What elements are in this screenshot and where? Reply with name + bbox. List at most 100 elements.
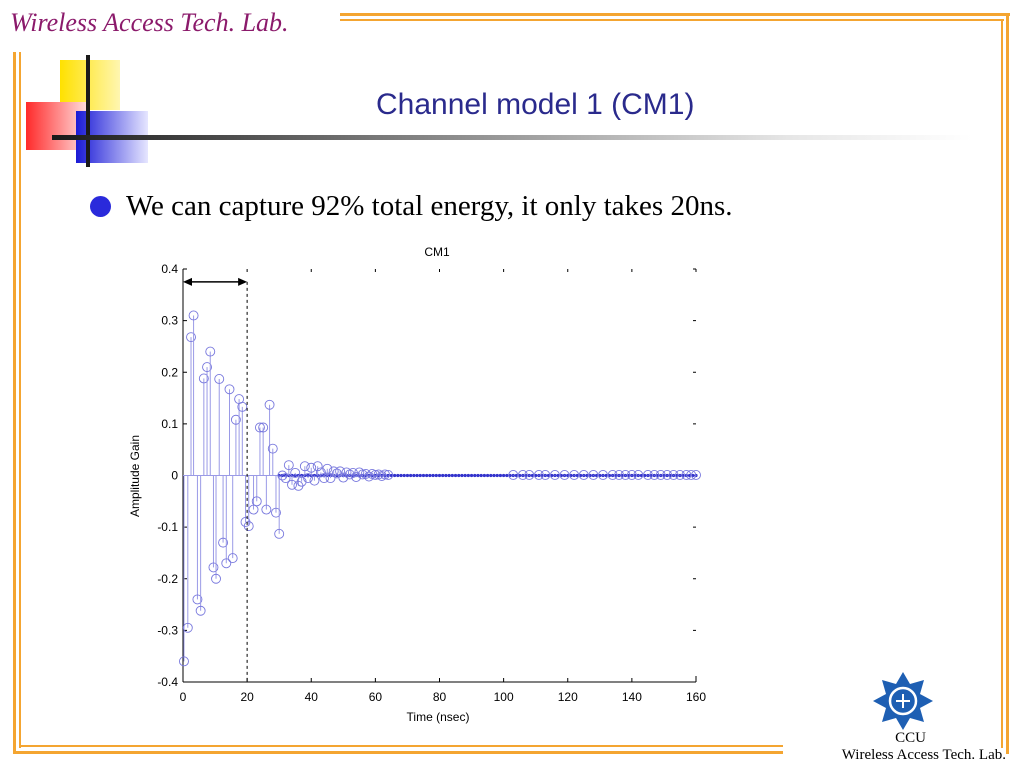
vertical-bar: [86, 55, 90, 167]
x-tick-label: 40: [305, 690, 319, 704]
footer-caption: CCU Wireless Access Tech. Lab.: [796, 730, 1006, 764]
stem-marker: [186, 332, 196, 343]
stem-marker: [227, 553, 238, 564]
stem-marker: [662, 470, 673, 480]
baseline-dot: [447, 473, 451, 478]
stem-marker: [338, 472, 349, 483]
baseline-dot: [444, 473, 448, 478]
x-tick-label: 100: [494, 690, 514, 704]
stem-marker: [380, 469, 390, 480]
stem-marker: [274, 528, 285, 539]
stem-marker: [299, 461, 310, 472]
y-tick-label: 0.4: [161, 262, 178, 276]
lab-header: Wireless Access Tech. Lab.: [10, 8, 295, 38]
stem-marker: [335, 466, 346, 477]
baseline-dot: [415, 473, 419, 478]
stem-marker: [179, 656, 189, 667]
frame-top-outer: [340, 13, 1010, 16]
x-tick-label: 160: [686, 690, 706, 704]
stem-marker: [325, 473, 336, 484]
baseline-dot: [441, 473, 445, 478]
x-tick-label: 20: [240, 690, 254, 704]
baseline-dot: [476, 473, 480, 478]
x-tick-label: 0: [180, 690, 187, 704]
baseline-dot: [498, 473, 503, 478]
x-tick-label: 140: [622, 690, 642, 704]
stem-marker: [620, 470, 631, 480]
stem-marker: [255, 422, 265, 433]
stem-marker: [237, 401, 248, 412]
stem-marker: [517, 470, 528, 480]
stem-marker: [192, 594, 203, 605]
stem-marker: [360, 469, 371, 479]
baseline-dot: [418, 473, 422, 478]
bullet-text: We can capture 92% total energy, it only…: [126, 190, 733, 222]
stem-marker: [290, 467, 301, 478]
baseline-dot: [396, 473, 400, 478]
baseline-dot: [402, 473, 406, 478]
stem-marker: [655, 470, 666, 480]
stem-marker: [364, 471, 374, 482]
stem-marker: [224, 384, 235, 395]
frame-left-outer: [13, 52, 16, 754]
frame-bottom-outer: [13, 751, 783, 754]
y-tick-label: -0.4: [157, 675, 178, 689]
frame-top-inner: [340, 19, 1004, 21]
x-tick-label: 60: [369, 690, 383, 704]
baseline-dot: [505, 473, 509, 478]
stem-marker: [357, 469, 368, 480]
y-tick-label: 0.2: [161, 365, 178, 379]
slide-title: Channel model 1 (CM1): [376, 88, 695, 121]
stem-marker: [296, 476, 307, 487]
stem-marker: [261, 504, 272, 515]
stem-marker: [258, 422, 269, 433]
stem-marker: [540, 470, 551, 480]
stem-marker: [208, 562, 219, 573]
chart-title: CM1: [424, 245, 450, 259]
baseline-dot: [450, 473, 454, 478]
stem-marker: [205, 346, 216, 357]
baseline-dot: [482, 473, 486, 478]
stem-marker: [280, 473, 291, 484]
bullet-icon: [90, 196, 111, 217]
x-tick-label: 120: [558, 690, 578, 704]
baseline-dot: [457, 473, 461, 478]
stem-marker: [195, 605, 206, 616]
stem-marker: [607, 470, 618, 480]
stem-marker: [598, 470, 608, 480]
y-tick-label: 0.3: [161, 314, 178, 328]
stem-marker: [251, 496, 262, 507]
stem-marker: [319, 473, 330, 484]
baseline-dot: [460, 473, 464, 478]
stem-marker: [309, 475, 320, 486]
y-tick-label: -0.1: [157, 520, 178, 534]
stem-marker: [267, 443, 278, 454]
stem-marker: [524, 470, 535, 480]
stem-marker: [549, 470, 560, 480]
baseline-dot: [502, 473, 506, 478]
stem-marker: [312, 461, 323, 472]
stem-marker: [341, 467, 352, 478]
stem-marker: [633, 470, 644, 480]
frame-right-outer: [1006, 13, 1009, 754]
footer-line-2: Wireless Access Tech. Lab.: [841, 747, 1006, 763]
baseline-dot: [409, 473, 413, 478]
baseline-dot: [405, 473, 410, 478]
stem-marker: [370, 470, 381, 480]
stem-marker: [218, 537, 229, 548]
stem-marker: [303, 473, 313, 484]
stem-marker: [230, 414, 241, 425]
stem-marker: [691, 470, 701, 480]
stem-marker: [588, 470, 599, 480]
baseline-dot: [425, 473, 429, 478]
stem-marker: [322, 463, 333, 474]
baseline-dot: [421, 473, 426, 478]
stem-marker: [675, 470, 685, 480]
stem-marker: [614, 470, 624, 480]
stem-marker: [508, 470, 519, 480]
stem-marker: [315, 467, 326, 478]
baseline-dot: [463, 473, 467, 478]
y-axis-label: Amplitude Gain: [128, 435, 142, 517]
stem-marker: [211, 573, 221, 584]
baseline-dot: [434, 473, 438, 478]
